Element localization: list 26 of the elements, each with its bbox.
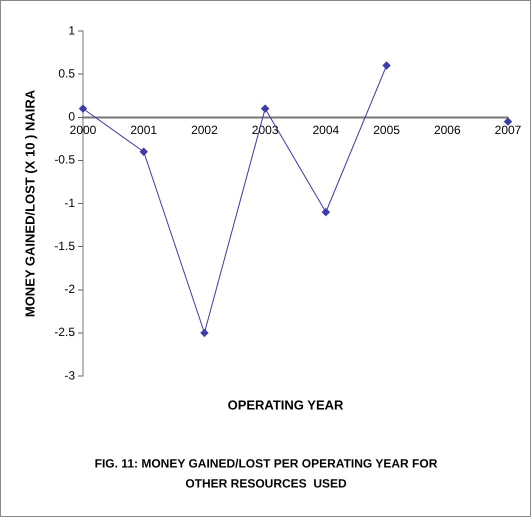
x-tick-label: 2004 bbox=[312, 122, 340, 137]
point bbox=[382, 62, 391, 70]
y-tick-label: -2 bbox=[64, 282, 76, 296]
y-tick-label: -1.5 bbox=[54, 238, 76, 253]
y-tick-label: -3 bbox=[64, 368, 76, 382]
x-tick-label: 2002 bbox=[191, 122, 218, 137]
point bbox=[504, 118, 512, 126]
y-tick-label: -1 bbox=[64, 196, 76, 210]
caption: FIG. 11: MONEY GAINED/LOST PER OPERATING YEAR FOR OTHER RESOURCES USED bbox=[94, 456, 438, 490]
point bbox=[322, 208, 330, 216]
x-tick-label: 2006 bbox=[434, 122, 461, 137]
y-tick-label: 1 bbox=[68, 23, 76, 38]
y-tick-label: 0 bbox=[68, 110, 76, 124]
point bbox=[261, 104, 270, 113]
point bbox=[200, 328, 208, 337]
y-tick-label: -2.5 bbox=[54, 325, 76, 340]
x-tick-label: 2000 bbox=[70, 122, 97, 137]
x-axis-title: OPERATING YEAR bbox=[228, 398, 344, 413]
point bbox=[140, 148, 148, 156]
x-tick-label: 2007 bbox=[494, 122, 522, 137]
x-tick-label: 2005 bbox=[373, 122, 400, 137]
y-axis-title: MONEY GAINED/LOST (X 10 ) NAIRA bbox=[22, 89, 38, 318]
point bbox=[79, 104, 87, 113]
x-tick-label: 2001 bbox=[130, 122, 158, 137]
y-tick-label: -0.5 bbox=[54, 152, 76, 167]
y-tick-label: 0.5 bbox=[58, 66, 76, 80]
